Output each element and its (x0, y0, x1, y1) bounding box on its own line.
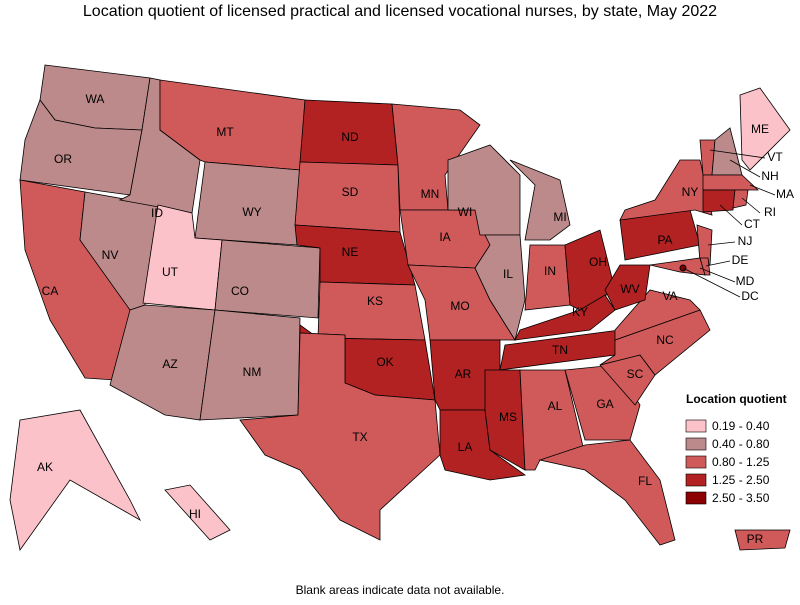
state-label: CO (231, 284, 249, 298)
state-label: IN (544, 264, 556, 278)
state (711, 127, 743, 176)
footnote: Blank areas indicate data not available. (296, 583, 505, 597)
legend-label: 1.25 - 2.50 (712, 473, 770, 487)
state (649, 257, 706, 276)
legend-swatch (685, 437, 707, 451)
state-label: SD (342, 185, 359, 199)
state-label: ME (751, 122, 769, 136)
state (239, 332, 441, 541)
state (214, 239, 321, 319)
state (509, 159, 571, 241)
state-label: CT (744, 217, 761, 231)
state-label: WA (86, 92, 105, 106)
state-label: DC (741, 289, 759, 303)
legend-label: 0.80 - 1.25 (712, 455, 770, 469)
leader-line (741, 197, 761, 214)
state (9, 409, 141, 551)
state-label: GA (596, 397, 613, 411)
state-label: VT (767, 150, 783, 164)
state-label: WY (242, 205, 261, 219)
state-label: OR (54, 152, 72, 166)
map-title: Location quotient of licensed practical … (83, 3, 717, 20)
leader-line (749, 184, 776, 196)
state-label: TX (352, 430, 367, 444)
state-label: MO (450, 299, 469, 313)
state (702, 174, 760, 191)
state-label: FL (638, 474, 652, 488)
state-label: MD (736, 274, 755, 288)
state (739, 87, 791, 171)
state-label: PR (747, 532, 764, 546)
state (734, 529, 791, 551)
state-label: WV (620, 282, 639, 296)
state-label: AK (37, 460, 53, 474)
state-label: ND (341, 130, 359, 144)
state-label: VA (662, 289, 677, 303)
state (474, 234, 526, 342)
state-label: OH (589, 255, 607, 269)
legend-label: 2.50 - 3.50 (712, 491, 770, 505)
state-label: HI (189, 507, 201, 521)
state-label: PA (657, 233, 672, 247)
state-label: OK (376, 355, 393, 369)
state-label: NC (656, 333, 674, 347)
state-label: CA (42, 284, 59, 298)
state-label: IA (439, 230, 450, 244)
legend-swatch (685, 473, 707, 487)
leader-line (729, 159, 761, 178)
state-label: MI (553, 210, 566, 224)
state-label: ID (151, 206, 163, 220)
states (9, 64, 791, 551)
state-label: RI (764, 205, 776, 219)
state-label: IL (503, 267, 513, 281)
state-label: TN (552, 343, 568, 357)
state (317, 281, 426, 341)
state-label: DE (732, 253, 749, 267)
state-label: WI (458, 205, 473, 219)
state-label: NM (243, 365, 262, 379)
state-label: NV (102, 248, 119, 262)
state-label: KY (572, 305, 588, 319)
state (484, 369, 526, 471)
leader-line (709, 149, 766, 159)
leader-line (699, 267, 736, 283)
state (164, 484, 231, 541)
legend-label: 0.19 - 0.40 (712, 419, 770, 433)
state-label: AR (455, 367, 472, 381)
legend-swatch (685, 491, 707, 505)
state (599, 309, 711, 376)
state (604, 264, 651, 311)
state-label: MT (216, 125, 234, 139)
state (194, 161, 301, 246)
leader-line (705, 260, 731, 267)
state-label: NH (761, 169, 778, 183)
state-label: NJ (738, 234, 753, 248)
state-label: MA (776, 187, 794, 201)
legend-label: 0.40 - 0.80 (712, 437, 770, 451)
legend-title: Location quotient (686, 392, 787, 406)
state (391, 103, 481, 211)
leader-line (719, 204, 743, 226)
state-label: KS (367, 294, 383, 308)
state-label: MS (499, 410, 517, 424)
state-label: NE (342, 245, 359, 259)
legend-swatch (685, 419, 707, 433)
state (732, 189, 749, 209)
legend: 0.19 - 0.40 0.40 - 0.80 0.80 - 1.25 1.25 - … (685, 419, 770, 505)
state-label: LA (458, 440, 473, 454)
labels: WA OR CA NV ID MT WY UT CO AZ NM ND SD NE KS OK TX MN IA MO… (37, 92, 794, 546)
state-label: AZ (162, 357, 177, 371)
state-label: SC (627, 367, 644, 381)
leader-line (707, 241, 736, 246)
state-label: UT (162, 265, 179, 279)
state (702, 189, 736, 213)
legend-swatch (685, 455, 707, 469)
state-label: MN (421, 187, 440, 201)
state-label: AL (548, 399, 563, 413)
state (538, 439, 676, 546)
leader-line (682, 267, 741, 298)
state (564, 229, 616, 311)
state-label: NY (682, 185, 699, 199)
